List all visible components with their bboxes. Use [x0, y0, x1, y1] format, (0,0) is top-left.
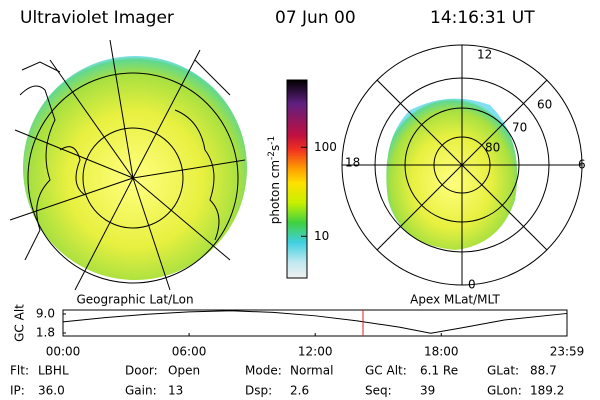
colorbar-tick-label: 10: [314, 229, 329, 243]
title: Ultraviolet Imager: [20, 8, 174, 28]
status-value: 13: [168, 384, 183, 398]
x-tick-label: 00:00: [46, 345, 81, 359]
x-tick-label: 12:00: [298, 345, 333, 359]
y-tick-label: 1.8: [36, 325, 55, 339]
polar-plot: [341, 44, 583, 286]
status-label: Flt:: [10, 364, 29, 378]
mlat-label: 80: [485, 141, 500, 155]
timeline-frame: [62, 309, 568, 337]
left-label: Geographic Lat/Lon: [76, 293, 193, 307]
mlat-label: 60: [537, 98, 552, 112]
mlt-label: 12: [477, 48, 492, 62]
status-label: Mode:: [245, 364, 282, 378]
geographic-image: [9, 39, 247, 291]
status-value: Normal: [290, 364, 333, 378]
status-label: Gain:: [125, 384, 157, 398]
time: 14:16:31 UT: [430, 8, 535, 28]
status-value: 6.1 Re: [420, 364, 458, 378]
status-label: GLat:: [487, 364, 519, 378]
mlt-label: 18: [345, 156, 360, 170]
x-tick-label: 06:00: [172, 345, 207, 359]
unit: photon cm: [268, 160, 282, 224]
x-tick-label: 23:59: [550, 345, 585, 359]
status-value: 88.7: [530, 364, 557, 378]
status-label: Door:: [125, 364, 158, 378]
status-label: GLon:: [487, 384, 522, 398]
unit-sup: -2: [267, 151, 277, 160]
status-value: LBHL: [38, 364, 69, 378]
colorbar-tick-label: 100: [314, 140, 337, 154]
status-value: 36.0: [38, 384, 65, 398]
mlat-label: 70: [512, 121, 527, 135]
y-tick-label: 9.0: [36, 306, 55, 320]
status-value: Open: [168, 364, 200, 378]
x-tick-label: 18:00: [424, 345, 459, 359]
status-label: Seq:: [365, 384, 392, 398]
y-axis-label: GC Alt: [13, 304, 27, 342]
status-value: 2.6: [290, 384, 309, 398]
unit: s: [268, 145, 282, 151]
colorbar: [286, 79, 308, 279]
right-label: Apex MLat/MLT: [410, 293, 500, 307]
status-label: IP:: [10, 384, 25, 398]
gc-alt-line: [62, 310, 568, 334]
status-value: 189.2: [530, 384, 564, 398]
date: 07 Jun 00: [275, 8, 356, 28]
unit-sup: -1: [267, 136, 277, 145]
mlt-label: 6: [578, 158, 586, 172]
auroral-oval: [386, 98, 518, 250]
status-value: 39: [420, 384, 435, 398]
colorbar-label: photon cm-2s-1: [267, 136, 282, 225]
mlt-label: 0: [468, 278, 476, 292]
status-label: GC Alt:: [365, 364, 407, 378]
status-label: Dsp:: [245, 384, 272, 398]
